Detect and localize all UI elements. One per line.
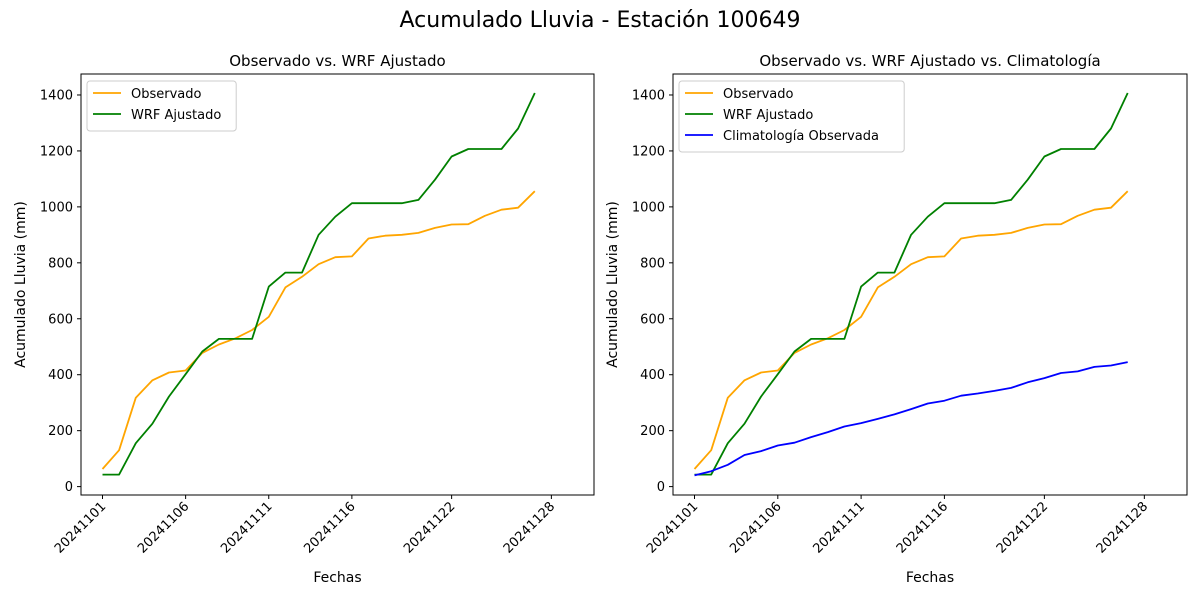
x-tick-label: 20241111: [811, 499, 868, 556]
legend-label: Climatología Observada: [723, 129, 879, 144]
y-tick-label: 400: [640, 368, 665, 383]
x-tick-label: 20241128: [1094, 499, 1151, 556]
x-tick-label: 20241116: [894, 499, 951, 556]
legend-box: [86, 80, 237, 132]
series-line-wrf-ajustado: [102, 92, 536, 476]
x-tick-label: 20241122: [994, 499, 1051, 556]
series-line-climatolog-a-observada: [694, 361, 1128, 477]
y-tick-label: 1400: [40, 88, 73, 103]
x-axis-label: Fechas: [906, 570, 954, 586]
plot-frame: [672, 73, 1188, 496]
series-line-wrf-ajustado: [694, 92, 1129, 476]
chart-title: Observado vs. WRF Ajustado: [229, 52, 445, 70]
subplot-1: Observado vs. WRF Ajustado 0 200 400 600 800 1…: [13, 52, 595, 586]
y-tick-label: 600: [640, 312, 665, 327]
x-tick-label: 20241101: [52, 499, 109, 556]
y-tick-label: 1200: [632, 144, 665, 159]
plot-frame: [80, 73, 595, 496]
chart-title: Observado vs. WRF Ajustado vs. Climatolo…: [759, 52, 1100, 70]
y-tick-label: 600: [48, 312, 73, 327]
y-tick-label: 200: [640, 424, 665, 439]
x-tick-label: 20241116: [301, 499, 358, 556]
legend-box: [678, 80, 905, 153]
y-tick-label: 1000: [40, 200, 73, 215]
x-axis-label: Fechas: [313, 570, 361, 586]
y-tick-label: 200: [48, 424, 73, 439]
figure-title: Acumulado Lluvia - Estación 100649: [399, 8, 801, 33]
y-axis-label: Acumulado Lluvia (mm): [605, 201, 621, 368]
y-tick-label: 1000: [632, 200, 665, 215]
legend-label: WRF Ajustado: [723, 108, 813, 123]
y-tick-label: 0: [657, 480, 665, 495]
series-line-observado: [693, 190, 1129, 470]
y-tick-label: 400: [48, 368, 73, 383]
series-line-observado: [101, 190, 536, 470]
legend-label: Observado: [723, 87, 794, 102]
legend-label: Observado: [131, 87, 202, 102]
legend: Observado WRF Ajustado: [86, 80, 237, 132]
y-tick-label: 800: [640, 256, 665, 271]
legend: Observado WRF Ajustado Climatología Observ…: [678, 80, 905, 153]
y-tick-label: 800: [48, 256, 73, 271]
x-tick-label: 20241122: [401, 499, 458, 556]
x-tick-label: 20241106: [135, 499, 192, 556]
y-tick-label: 0: [65, 480, 73, 495]
x-tick-label: 20241101: [644, 499, 701, 556]
y-tick-label: 1400: [632, 88, 665, 103]
y-axis-label: Acumulado Lluvia (mm): [13, 201, 29, 368]
y-tick-label: 1200: [40, 144, 73, 159]
subplot-2: Observado vs. WRF Ajustado vs. Climatolo…: [605, 52, 1188, 586]
x-tick-label: 20241111: [218, 499, 275, 556]
legend-label: WRF Ajustado: [131, 108, 221, 123]
x-tick-label: 20241106: [727, 499, 784, 556]
x-tick-label: 20241128: [501, 499, 558, 556]
